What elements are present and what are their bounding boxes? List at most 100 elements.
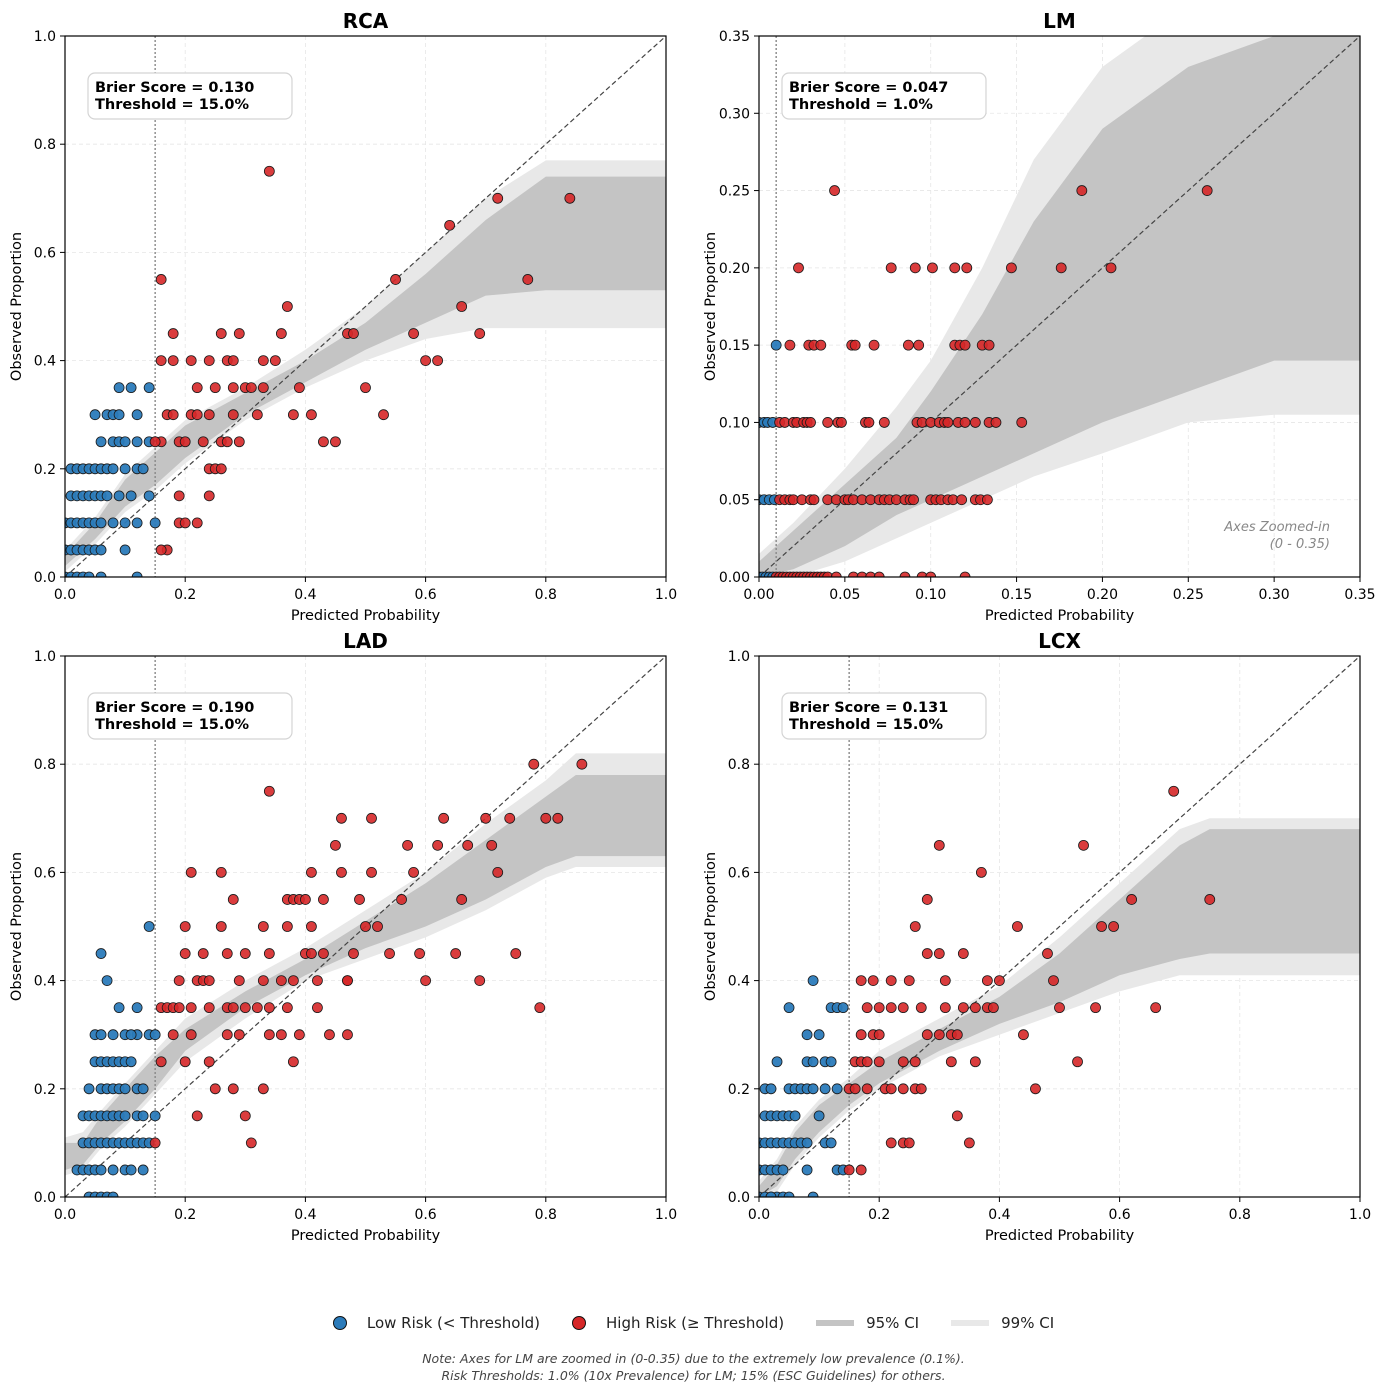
high-risk-point xyxy=(408,867,419,878)
x-tick-label: 0.10 xyxy=(915,587,946,603)
low-risk-point xyxy=(783,1191,795,1197)
low-risk-point xyxy=(113,1002,125,1014)
y-tick-label: 0.35 xyxy=(719,29,750,45)
high-risk-point xyxy=(843,1164,855,1176)
y-tick-label: 1.0 xyxy=(34,29,56,45)
high-risk-point xyxy=(878,417,890,428)
high-risk-point xyxy=(366,867,377,878)
high-risk-point xyxy=(233,436,245,448)
high-risk-point xyxy=(474,975,486,986)
low-risk-point xyxy=(807,1191,819,1197)
footnote-line-2: Risk Thresholds: 1.0% (10x Prevalence) f… xyxy=(441,1368,946,1383)
low-risk-point xyxy=(807,975,819,986)
high-risk-point xyxy=(1168,785,1180,797)
high-risk-point xyxy=(863,417,875,428)
high-risk-point xyxy=(245,382,257,394)
axes-frame xyxy=(64,655,667,1198)
high-risk-point xyxy=(179,948,191,959)
low-risk-point xyxy=(119,1110,131,1122)
low-risk-point xyxy=(83,571,95,577)
high-risk-point xyxy=(925,571,937,577)
high-risk-point xyxy=(227,894,239,905)
high-risk-point xyxy=(179,921,191,932)
y-tick-label: 0.2 xyxy=(728,1082,750,1098)
high-risk-point xyxy=(969,1056,981,1068)
high-risk-point xyxy=(257,975,269,986)
y-tick-label: 0.30 xyxy=(719,106,750,122)
legend-ci99-label: 99% CI xyxy=(1001,1314,1055,1332)
high-risk-point xyxy=(1105,262,1117,274)
high-risk-point xyxy=(360,382,371,394)
high-risk-point xyxy=(480,812,492,824)
high-risk-point xyxy=(221,1029,233,1041)
stats-box xyxy=(87,692,293,740)
high-risk-point xyxy=(868,339,880,351)
high-risk-point xyxy=(318,894,329,905)
x-axis-label: Predicted Probability xyxy=(985,1228,1135,1244)
x-tick-label: 0.4 xyxy=(988,1207,1010,1223)
axes-frame xyxy=(64,35,667,578)
high-risk-point xyxy=(438,812,450,824)
high-risk-point xyxy=(179,517,191,529)
high-risk-point xyxy=(336,812,347,824)
high-risk-point xyxy=(822,571,834,577)
high-risk-point xyxy=(263,165,275,177)
low-risk-point xyxy=(801,1137,813,1149)
x-tick-label: 0.20 xyxy=(1087,587,1118,603)
low-risk-point xyxy=(137,1110,149,1122)
high-risk-point xyxy=(815,339,827,351)
threshold-label: Threshold = 15.0% xyxy=(95,717,249,733)
low-risk-point xyxy=(113,409,125,421)
high-risk-point xyxy=(1126,894,1138,905)
low-risk-point xyxy=(813,1110,825,1122)
high-risk-point xyxy=(959,339,971,351)
high-risk-point xyxy=(957,948,969,959)
high-risk-point xyxy=(921,948,933,959)
high-risk-point xyxy=(540,812,552,824)
legend: Low Risk (< Threshold) High Risk (≥ Thre… xyxy=(0,1314,1387,1332)
high-risk-point xyxy=(227,1083,239,1095)
low-risk-point xyxy=(101,490,113,502)
panel-title: LM xyxy=(1043,9,1076,33)
high-risk-point xyxy=(981,975,993,986)
high-risk-point xyxy=(1054,1002,1065,1014)
brier-score-label: Brier Score = 0.190 xyxy=(95,700,254,716)
high-risk-point xyxy=(1201,185,1213,196)
high-risk-point xyxy=(915,1002,927,1014)
high-risk-point xyxy=(167,328,179,339)
y-tick-label: 0.6 xyxy=(34,865,56,881)
x-tick-label: 0.2 xyxy=(174,1207,196,1223)
high-risk-point xyxy=(564,192,576,204)
low-risk-point xyxy=(101,975,113,986)
high-risk-point xyxy=(203,975,215,986)
plot-area xyxy=(65,36,666,577)
ci95-band xyxy=(759,829,1360,1197)
high-risk-point xyxy=(185,1029,197,1041)
high-risk-point xyxy=(281,301,293,312)
high-risk-point xyxy=(933,839,945,851)
high-risk-point xyxy=(956,494,968,506)
high-risk-point xyxy=(167,355,179,367)
x-tick-label: 0.15 xyxy=(1001,587,1032,603)
y-tick-label: 0.0 xyxy=(34,1190,56,1206)
high-risk-point xyxy=(1090,1002,1101,1014)
high-risk-point xyxy=(378,409,389,421)
high-risk-point xyxy=(191,409,203,421)
high-risk-point xyxy=(975,867,987,878)
x-tick-label: 0.4 xyxy=(294,587,316,603)
high-risk-point xyxy=(873,1002,885,1014)
panel-title: RCA xyxy=(343,9,389,33)
high-risk-point xyxy=(994,975,1005,986)
high-risk-point xyxy=(899,571,911,577)
high-risk-point xyxy=(983,339,995,351)
high-risk-point xyxy=(522,274,534,285)
high-risk-point xyxy=(462,839,474,851)
high-risk-point xyxy=(155,544,167,556)
high-risk-point xyxy=(855,1029,867,1041)
high-risk-point xyxy=(306,867,317,878)
high-risk-point xyxy=(209,1083,221,1095)
high-risk-point xyxy=(1016,417,1028,428)
high-risk-point xyxy=(149,436,161,448)
high-risk-point xyxy=(456,301,468,312)
low-risk-point xyxy=(131,409,143,421)
